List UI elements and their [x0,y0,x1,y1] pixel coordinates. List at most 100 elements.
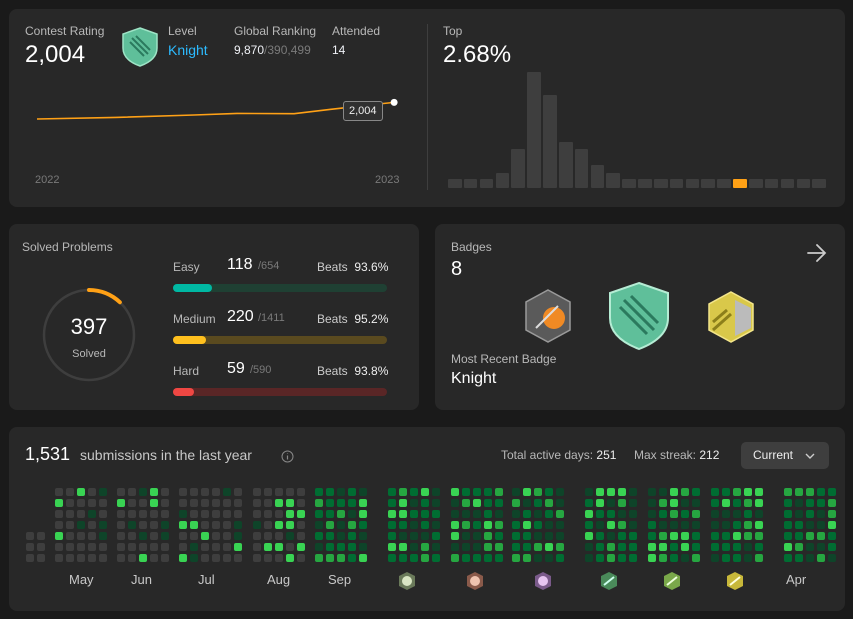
heatmap-cell[interactable] [629,521,637,529]
heatmap-cell[interactable] [55,488,63,496]
heatmap-cell[interactable] [545,532,553,540]
heatmap-cell[interactable] [315,499,323,507]
heatmap-cell[interactable] [432,510,440,518]
heatmap-cell[interactable] [545,521,553,529]
heatmap-cell[interactable] [264,543,272,551]
heatmap-cell[interactable] [326,488,334,496]
heatmap-cell[interactable] [234,543,242,551]
heatmap-cell[interactable] [484,554,492,562]
heatmap-cell[interactable] [326,543,334,551]
heatmap-cell[interactable] [128,532,136,540]
heatmap-cell[interactable] [795,488,803,496]
heatmap-cell[interactable] [817,532,825,540]
heatmap-cell[interactable] [722,543,730,551]
heatmap-cell[interactable] [399,554,407,562]
heatmap-cell[interactable] [37,554,45,562]
heatmap-cell[interactable] [421,521,429,529]
heatmap-cell[interactable] [179,499,187,507]
heatmap-cell[interactable] [286,543,294,551]
heatmap-cell[interactable] [201,499,209,507]
heatmap-cell[interactable] [659,532,667,540]
heatmap-cell[interactable] [432,499,440,507]
period-dropdown[interactable]: Current [741,442,829,469]
heatmap-cell[interactable] [77,510,85,518]
heatmap-cell[interactable] [286,554,294,562]
heatmap-cell[interactable] [179,488,187,496]
heatmap-cell[interactable] [681,488,689,496]
heatmap-cell[interactable] [648,499,656,507]
heatmap-cell[interactable] [223,532,231,540]
heatmap-cell[interactable] [744,510,752,518]
heatmap-cell[interactable] [755,488,763,496]
heatmap-cell[interactable] [223,510,231,518]
heatmap-cell[interactable] [817,499,825,507]
heatmap-cell[interactable] [755,554,763,562]
heatmap-cell[interactable] [512,521,520,529]
heatmap-cell[interactable] [692,532,700,540]
heatmap-cell[interactable] [410,499,418,507]
heatmap-cell[interactable] [618,488,626,496]
heatmap-cell[interactable] [648,521,656,529]
heatmap-cell[interactable] [190,554,198,562]
heatmap-cell[interactable] [234,554,242,562]
heatmap-cell[interactable] [275,488,283,496]
heatmap-cell[interactable] [286,488,294,496]
heatmap-cell[interactable] [179,554,187,562]
heatmap-cell[interactable] [117,488,125,496]
heatmap-cell[interactable] [618,532,626,540]
heatmap-cell[interactable] [495,488,503,496]
heatmap-cell[interactable] [806,532,814,540]
heatmap-cell[interactable] [201,521,209,529]
heatmap-cell[interactable] [596,499,604,507]
heatmap-cell[interactable] [806,543,814,551]
heatmap-cell[interactable] [817,543,825,551]
heatmap-cell[interactable] [410,510,418,518]
heatmap-cell[interactable] [421,543,429,551]
heatmap-cell[interactable] [711,521,719,529]
heatmap-cell[interactable] [711,554,719,562]
heatmap-cell[interactable] [286,532,294,540]
heatmap-cell[interactable] [77,554,85,562]
heatmap-cell[interactable] [139,554,147,562]
heatmap-cell[interactable] [139,510,147,518]
heatmap-cell[interactable] [607,488,615,496]
heatmap-cell[interactable] [410,554,418,562]
heatmap-cell[interactable] [806,521,814,529]
heatmap-cell[interactable] [99,510,107,518]
heatmap-cell[interactable] [117,499,125,507]
heatmap-cell[interactable] [421,510,429,518]
heatmap-cell[interactable] [297,554,305,562]
heatmap-cell[interactable] [648,554,656,562]
heatmap-cell[interactable] [806,499,814,507]
heatmap-cell[interactable] [410,521,418,529]
heatmap-cell[interactable] [161,488,169,496]
heatmap-cell[interactable] [534,543,542,551]
heatmap-cell[interactable] [817,488,825,496]
heatmap-cell[interactable] [670,521,678,529]
heatmap-cell[interactable] [484,488,492,496]
heatmap-cell[interactable] [495,499,503,507]
heatmap-cell[interactable] [784,521,792,529]
heatmap-cell[interactable] [150,554,158,562]
heatmap-cell[interactable] [670,532,678,540]
heatmap-cell[interactable] [315,532,323,540]
heatmap-cell[interactable] [201,532,209,540]
heatmap-cell[interactable] [128,488,136,496]
heatmap-cell[interactable] [512,510,520,518]
heatmap-cell[interactable] [117,510,125,518]
heatmap-cell[interactable] [828,499,836,507]
heatmap-cell[interactable] [817,521,825,529]
heatmap-cell[interactable] [337,521,345,529]
heatmap-cell[interactable] [66,554,74,562]
heatmap-cell[interactable] [326,554,334,562]
ranking-histogram[interactable] [448,70,826,188]
heatmap-cell[interactable] [315,554,323,562]
heatmap-cell[interactable] [681,554,689,562]
heatmap-cell[interactable] [26,532,34,540]
heatmap-cell[interactable] [223,554,231,562]
heatmap-cell[interactable] [275,543,283,551]
heatmap-cell[interactable] [179,543,187,551]
heatmap-cell[interactable] [545,543,553,551]
heatmap-cell[interactable] [234,510,242,518]
histogram-bar[interactable] [558,141,573,188]
